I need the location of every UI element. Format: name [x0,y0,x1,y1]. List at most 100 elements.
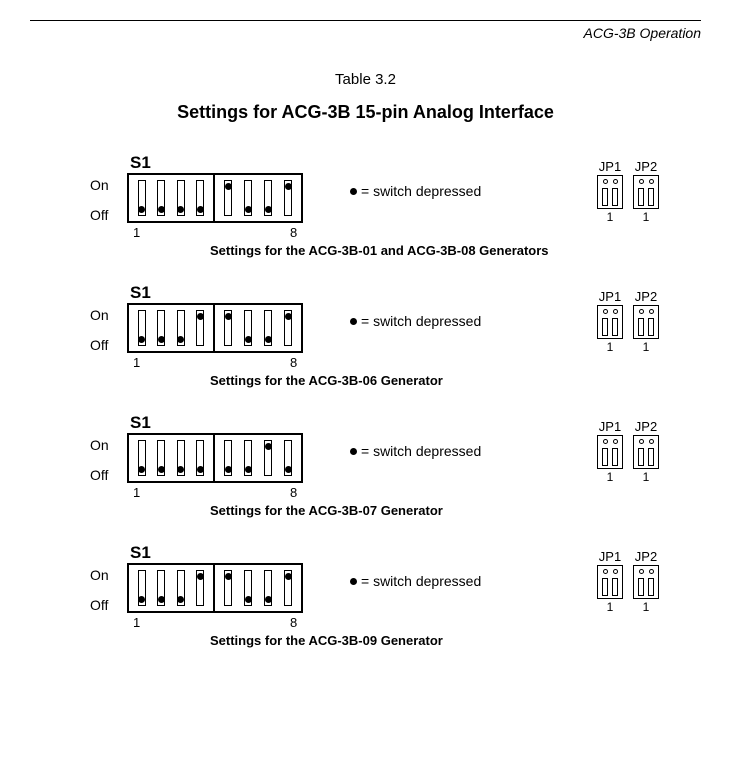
dip-switch-bank [127,563,303,613]
running-header: ACG-3B Operation [30,25,701,41]
switch-dot [225,573,232,580]
dip-switch [175,178,187,218]
jumper-hole [603,439,608,444]
jumper-box [633,435,659,469]
legend-text: = switch depressed [361,183,481,199]
dip-switch [175,568,187,608]
s1-label: S1 [130,413,151,433]
on-label: On [90,177,109,193]
dip-switch [222,178,234,218]
jumper: JP11 [595,419,625,484]
jumper-hole [649,439,654,444]
dip-switch [262,568,274,608]
jumper-pin [638,318,644,336]
config-caption: Settings for the ACG-3B-09 Generator [210,633,443,648]
dip-switch [242,308,254,348]
legend: = switch depressed [350,573,481,589]
switch-dot [225,466,232,473]
jumper-label: JP2 [631,159,661,174]
jumper: JP21 [631,419,661,484]
jumper-box [597,175,623,209]
dip-switch [155,568,167,608]
jumper-pin [612,318,618,336]
dip-switch [194,308,206,348]
jumper-box [597,565,623,599]
jumper-pin [602,448,608,466]
jumper: JP11 [595,549,625,614]
switch-dot [245,206,252,213]
switch-dot [285,183,292,190]
jumper-pin [638,578,644,596]
config-row: S1OnOff18= switch depressedSettings for … [30,413,701,533]
jumper-label: JP2 [631,419,661,434]
dip-switch [222,568,234,608]
switch-dot [245,336,252,343]
dip-switch [136,438,148,478]
switch-dot [265,206,272,213]
switch-dot [265,336,272,343]
jumper-pin [648,318,654,336]
dip-switch-bank [127,433,303,483]
jumper-block: JP11 JP2 1 [595,159,661,224]
jumper-label: JP1 [595,159,625,174]
dip-switch-bank [127,303,303,353]
dip-switch [222,308,234,348]
jumper-pin [638,188,644,206]
s1-label: S1 [130,153,151,173]
dip-switch [194,178,206,218]
switch-num-1: 1 [133,355,140,370]
page: ACG-3B Operation Table 3.2 Settings for … [0,0,731,703]
jumper-number: 1 [631,210,661,224]
jumper-pin [602,578,608,596]
switch-num-1: 1 [133,615,140,630]
jumper-pin [612,188,618,206]
legend-text: = switch depressed [361,313,481,329]
dip-switch [242,438,254,478]
jumper-hole [613,569,618,574]
jumper-label: JP2 [631,549,661,564]
config-row: S1OnOff18= switch depressedSettings for … [30,153,701,273]
dip-switch [155,178,167,218]
legend: = switch depressed [350,313,481,329]
jumper: JP21 [631,289,661,354]
header-rule [30,20,701,21]
dip-switch [282,308,294,348]
table-number: Table 3.2 [30,71,701,88]
jumper-pin [648,188,654,206]
jumper-box [597,305,623,339]
jumper-hole [603,309,608,314]
jumper-hole [649,179,654,184]
legend-text: = switch depressed [361,443,481,459]
switch-num-8: 8 [290,485,297,500]
switch-num-1: 1 [133,485,140,500]
switch-num-8: 8 [290,615,297,630]
dip-switch [194,568,206,608]
jumper-number: 1 [595,470,625,484]
jumper-hole [639,309,644,314]
config-row: S1OnOff18= switch depressedSettings for … [30,283,701,403]
on-label: On [90,437,109,453]
dip-switch [242,178,254,218]
off-label: Off [90,467,108,483]
jumper: JP11 [595,159,625,224]
jumper-number: 1 [595,600,625,614]
jumper-hole [613,309,618,314]
jumper: JP21 [631,549,661,614]
switch-dot [158,336,165,343]
switch-dot [285,466,292,473]
switch-dot [197,466,204,473]
dip-switch [194,438,206,478]
dip-switch [282,438,294,478]
switch-dot [197,206,204,213]
jumper-hole [639,439,644,444]
jumper-hole [639,569,644,574]
dip-switch-bank [127,173,303,223]
switch-dot [265,596,272,603]
dip-switch [242,568,254,608]
config-caption: Settings for the ACG-3B-01 and ACG-3B-08… [210,243,549,258]
configs-container: S1 On Off 1 8 = switch depressed Settings for … [30,153,701,663]
dip-switch [136,308,148,348]
jumper-hole [613,179,618,184]
dot-icon [350,578,357,585]
legend: = switch depressed [350,183,481,199]
